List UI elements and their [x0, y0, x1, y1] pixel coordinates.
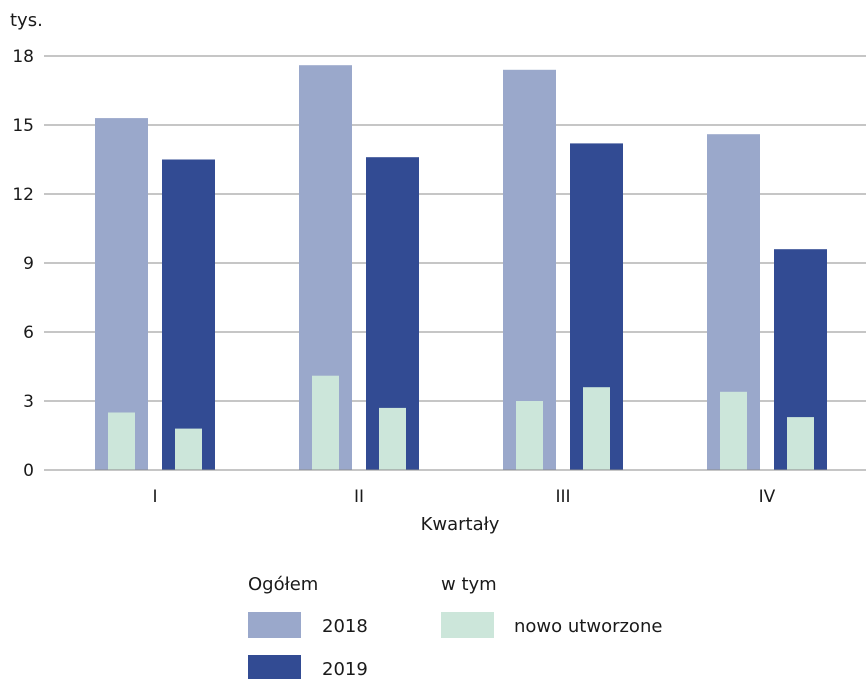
legend-group-subset-title: w tym: [441, 574, 497, 595]
y-unit-label: tys.: [10, 10, 43, 31]
bar-nowo-utworzone-2019: [583, 387, 610, 470]
legend-label-2018: 2018: [322, 616, 368, 637]
bar-nowo-utworzone-2018: [108, 412, 135, 470]
bar-nowo-utworzone-2018: [720, 391, 747, 470]
x-tick-label: I: [152, 487, 157, 507]
y-tick-label: 18: [12, 47, 34, 67]
bar-2018: [95, 118, 148, 470]
legend-swatch-2019: [248, 655, 301, 679]
y-tick-label: 6: [23, 323, 34, 343]
y-tick-label: 12: [12, 185, 34, 205]
x-axis-title: Kwartały: [421, 514, 500, 535]
y-tick-label: 15: [12, 116, 34, 136]
y-tick-label: 3: [23, 392, 34, 412]
bar-nowo-utworzone-2019: [787, 417, 814, 470]
bar-nowo-utworzone-2019: [175, 428, 202, 470]
bars: [44, 65, 866, 471]
x-tick-label: IV: [759, 487, 776, 507]
bar-nowo-utworzone-2018: [516, 401, 543, 470]
x-tick-label: III: [555, 487, 570, 507]
legend-label-nowo-utworzone: nowo utworzone: [514, 616, 662, 637]
legend: Ogółem w tym 2018 2019 nowo utworzone: [248, 574, 662, 679]
bar-2019: [162, 159, 215, 470]
legend-label-2019: 2019: [322, 659, 368, 679]
x-axis-ticks: I II III IV: [152, 487, 775, 507]
y-tick-label: 9: [23, 254, 34, 274]
bar-nowo-utworzone-2018: [312, 375, 339, 470]
y-tick-label: 0: [23, 461, 34, 481]
legend-group-total-title: Ogółem: [248, 574, 318, 595]
legend-swatch-2018: [248, 612, 301, 638]
x-tick-label: II: [354, 487, 364, 507]
bar-nowo-utworzone-2019: [379, 407, 406, 470]
legend-swatch-nowo-utworzone: [441, 612, 494, 638]
